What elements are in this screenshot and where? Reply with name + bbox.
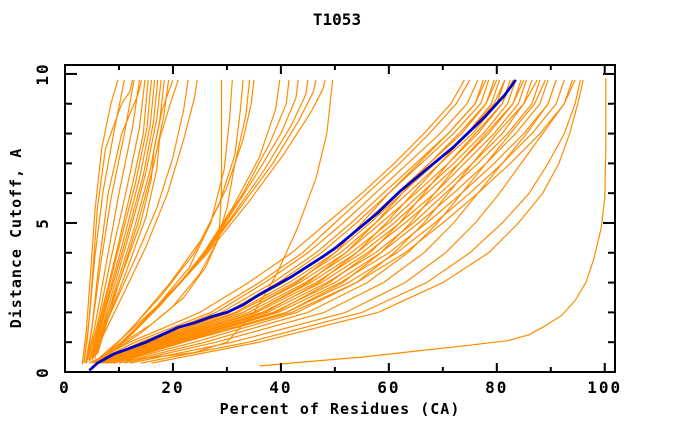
- prediction-curve: [124, 79, 557, 364]
- prediction-curve: [90, 79, 152, 359]
- highlight-curve: [88, 79, 517, 372]
- y-axis-label: Distance Cutoff, A: [7, 148, 25, 329]
- prediction-curve: [113, 79, 573, 364]
- chart-title: T1053: [313, 10, 361, 29]
- x-tick-label: 80: [485, 378, 508, 397]
- prediction-curve: [88, 79, 149, 361]
- prediction-curve: [110, 79, 557, 364]
- prediction-curve: [96, 79, 170, 355]
- prediction-curve: [105, 79, 255, 357]
- x-tick-label: 100: [587, 378, 622, 397]
- prediction-curve: [91, 79, 174, 361]
- prediction-curve: [91, 79, 471, 364]
- prediction-curve: [99, 79, 233, 358]
- prediction-curve: [118, 79, 546, 364]
- y-tick-label: 0: [33, 366, 52, 378]
- prediction-curve: [140, 79, 582, 364]
- prediction-curve: [151, 79, 584, 364]
- prediction-curve: [94, 79, 162, 356]
- x-tick-label: 40: [269, 378, 292, 397]
- y-tick-label: 10: [33, 62, 52, 85]
- prediction-curve: [110, 79, 549, 364]
- plot-frame: [64, 64, 616, 373]
- prediction-curve: [86, 79, 141, 362]
- prediction-curve: [99, 79, 501, 364]
- prediction-curve: [91, 79, 198, 361]
- prediction-curve: [102, 79, 511, 364]
- prediction-curve: [129, 79, 576, 364]
- prediction-curve: [108, 79, 514, 364]
- prediction-curve: [97, 79, 490, 364]
- prediction-curve: [102, 79, 498, 364]
- x-tick-label: 60: [377, 378, 400, 397]
- prediction-curve: [99, 79, 487, 364]
- prediction-curve: [94, 79, 479, 364]
- prediction-curve: [81, 79, 119, 365]
- prediction-curve: [89, 79, 465, 364]
- x-tick-label: 0: [59, 378, 71, 397]
- prediction-curve: [91, 79, 156, 358]
- prediction-curve: [115, 79, 326, 351]
- prediction-curve: [113, 79, 538, 364]
- prediction-curve: [110, 79, 525, 364]
- x-axis-label: Percent of Residues (CA): [220, 400, 461, 418]
- prediction-curve: [83, 79, 134, 364]
- prediction-curve: [102, 79, 517, 364]
- prediction-curve: [86, 79, 143, 364]
- tick-labels-layer: 0 20 40 60 80 100 0 5 10: [33, 62, 622, 397]
- prediction-curve: [88, 79, 189, 362]
- prediction-curve: [92, 79, 159, 358]
- prediction-curve: [107, 79, 251, 355]
- prediction-curve: [87, 79, 146, 361]
- curves-layer: [81, 78, 607, 372]
- y-tick-label: 5: [33, 217, 52, 229]
- prediction-curve: [108, 79, 541, 364]
- x-tick-label: 20: [161, 378, 184, 397]
- prediction-curve: [259, 78, 607, 367]
